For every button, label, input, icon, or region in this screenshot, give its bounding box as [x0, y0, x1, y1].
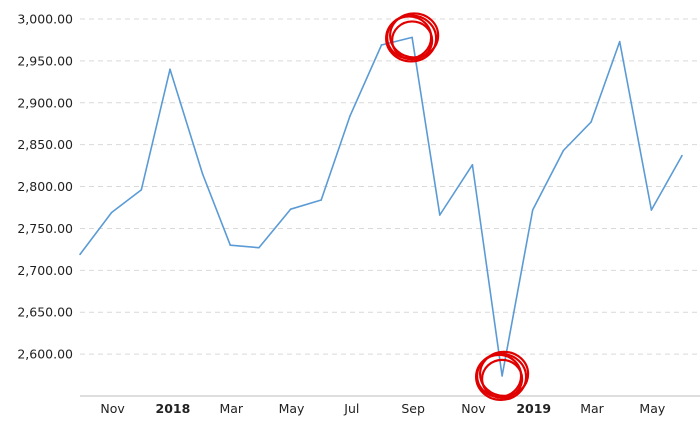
- data-point: [501, 375, 503, 377]
- x-tick-label: Jul: [343, 401, 359, 416]
- x-tick-label: Mar: [580, 401, 604, 416]
- data-point: [380, 44, 383, 46]
- data-point: [79, 253, 81, 256]
- data-point: [169, 68, 171, 71]
- y-tick-label: 2,900.00: [17, 95, 73, 110]
- x-axis-ticks: Nov 2018 Mar May Jul Sep Nov 2019 Mar May: [100, 401, 665, 416]
- data-point: [140, 189, 143, 191]
- data-point: [590, 121, 592, 123]
- y-tick-label: 2,700.00: [17, 263, 73, 278]
- annotation-stroke: [480, 358, 524, 399]
- data-point: [439, 214, 441, 216]
- annotation-layer: [385, 12, 530, 401]
- gridlines: [80, 18, 700, 355]
- y-tick-label: 2,800.00: [17, 179, 73, 194]
- annotation-stroke: [478, 350, 530, 397]
- y-tick-label: 3,000.00: [17, 12, 73, 27]
- data-point: [650, 209, 653, 211]
- data-point: [471, 163, 474, 166]
- y-tick-label: 2,600.00: [17, 347, 73, 362]
- x-tick-label: Nov: [461, 401, 486, 416]
- data-point: [531, 209, 534, 211]
- annotation-stroke: [385, 14, 438, 63]
- y-tick-label: 2,650.00: [17, 305, 73, 320]
- data-point: [618, 40, 621, 43]
- series-layer: [79, 36, 683, 377]
- data-point: [201, 173, 204, 175]
- red-circle-annotation: [385, 12, 440, 63]
- data-point: [681, 154, 683, 157]
- data-point: [110, 211, 113, 214]
- x-tick-label: Mar: [219, 401, 243, 416]
- data-point: [562, 149, 565, 152]
- data-point: [411, 36, 413, 39]
- series-line: [79, 36, 683, 377]
- red-circle-annotation: [474, 350, 530, 401]
- annotation-stroke: [474, 352, 528, 401]
- y-tick-label: 2,750.00: [17, 221, 73, 236]
- x-tick-label: 2019: [516, 401, 551, 416]
- data-point: [229, 244, 232, 246]
- annotation-stroke: [389, 12, 440, 59]
- y-tick-label: 2,850.00: [17, 137, 73, 152]
- annotation-stroke: [391, 20, 434, 61]
- y-tick-label: 2,950.00: [17, 53, 73, 68]
- data-point: [349, 115, 351, 117]
- x-tick-label: 2018: [156, 401, 191, 416]
- data-point: [289, 208, 292, 210]
- x-tick-label: Nov: [100, 401, 125, 416]
- x-tick-label: May: [639, 401, 665, 416]
- data-point: [320, 199, 322, 201]
- data-point: [258, 246, 260, 249]
- y-axis-ticks: 3,000.00 2,950.00 2,900.00 2,850.00 2,800.00…: [17, 12, 73, 362]
- x-tick-label: Sep: [401, 401, 425, 416]
- x-tick-label: May: [279, 401, 305, 416]
